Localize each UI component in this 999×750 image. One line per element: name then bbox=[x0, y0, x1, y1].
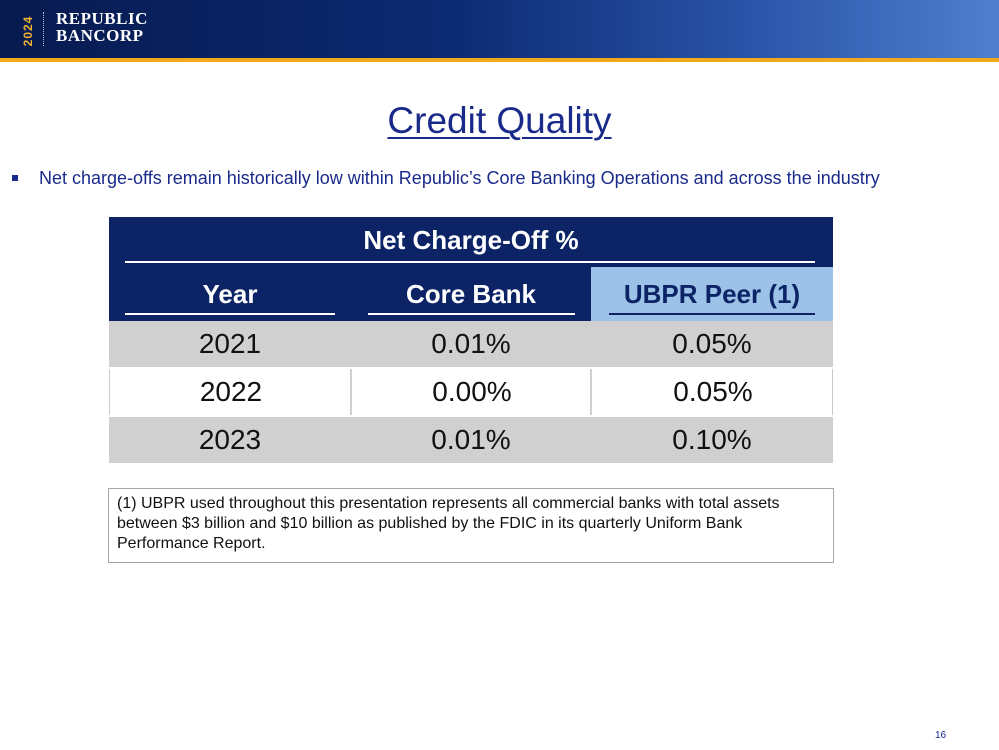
column-underline-ubpr-peer bbox=[609, 313, 815, 315]
cell-ubpr-peer: 0.05% bbox=[672, 328, 752, 359]
column-header-year: Year bbox=[202, 279, 258, 309]
logo-divider bbox=[43, 12, 45, 46]
header-bar: 2024 REPUBLIC BANCORP bbox=[0, 0, 999, 58]
column-underline-core-bank bbox=[368, 313, 575, 315]
bullet-point: Net charge-offs remain historically low … bbox=[12, 168, 880, 189]
table-row: 2021 0.01% 0.05% bbox=[109, 321, 833, 367]
table-row: 2023 0.01% 0.10% bbox=[109, 417, 833, 463]
page-number: 16 bbox=[935, 730, 947, 741]
header-accent-stripe bbox=[0, 58, 999, 62]
footnote-box: (1) UBPR used throughout this presentati… bbox=[108, 488, 834, 563]
cell-core-bank: 0.01% bbox=[431, 328, 511, 359]
cell-ubpr-peer: 0.05% bbox=[673, 376, 753, 407]
column-header-ubpr-peer: UBPR Peer (1) bbox=[591, 267, 833, 321]
cell-year: 2023 bbox=[198, 424, 262, 455]
brand-line-2: BANCORP bbox=[56, 26, 144, 45]
page-title: Credit Quality bbox=[387, 100, 612, 141]
net-charge-off-table: Net Charge-Off % Year Core Bank UBPR Pee… bbox=[109, 217, 833, 463]
bullet-text: Net charge-offs remain historically low … bbox=[39, 168, 880, 188]
cell-core-bank: 0.01% bbox=[431, 424, 511, 455]
table-row: 2022 0.00% 0.05% bbox=[109, 369, 833, 415]
brand-logo: REPUBLIC BANCORP bbox=[56, 10, 148, 44]
table-header: Net Charge-Off % Year Core Bank UBPR Pee… bbox=[109, 217, 833, 321]
cell-core-bank: 0.00% bbox=[432, 376, 512, 407]
brand-line-1: REPUBLIC bbox=[56, 9, 148, 28]
table-title-underline bbox=[125, 261, 815, 263]
column-header-core-bank: Core Bank bbox=[405, 279, 537, 309]
cell-divider bbox=[350, 369, 352, 415]
cell-ubpr-peer: 0.10% bbox=[672, 424, 752, 455]
cell-divider bbox=[590, 369, 592, 415]
cell-year: 2021 bbox=[198, 328, 262, 359]
cell-year: 2022 bbox=[199, 376, 263, 407]
bullet-square-icon bbox=[12, 175, 18, 181]
table-title: Net Charge-Off % bbox=[363, 225, 579, 255]
column-underline-year bbox=[125, 313, 335, 315]
logo-year-text: 2024 bbox=[21, 15, 35, 47]
